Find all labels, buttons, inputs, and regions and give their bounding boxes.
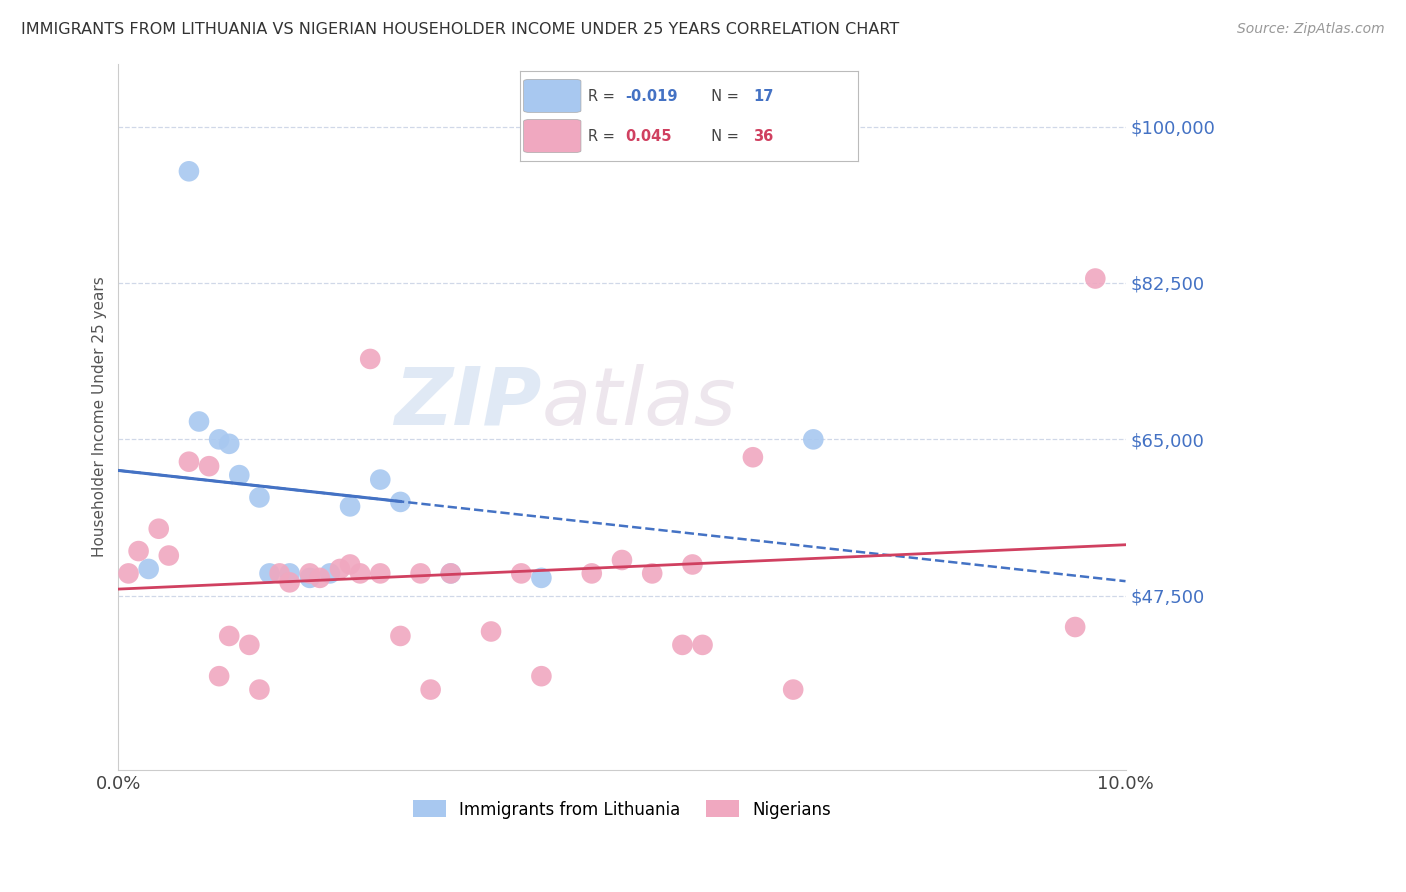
Text: ZIP: ZIP <box>394 364 541 442</box>
Point <box>581 566 603 581</box>
Y-axis label: Householder Income Under 25 years: Householder Income Under 25 years <box>93 277 107 558</box>
Text: 36: 36 <box>754 128 773 144</box>
Point <box>349 566 371 581</box>
Point <box>479 624 502 639</box>
Text: 0.045: 0.045 <box>624 128 671 144</box>
Point <box>409 566 432 581</box>
Point <box>278 575 301 590</box>
Point <box>218 437 240 451</box>
Point <box>148 522 170 536</box>
Point <box>368 473 391 487</box>
Point <box>208 669 231 683</box>
Point <box>671 638 693 652</box>
Point <box>339 500 361 514</box>
Point <box>218 629 240 643</box>
Point <box>208 433 231 447</box>
Text: IMMIGRANTS FROM LITHUANIA VS NIGERIAN HOUSEHOLDER INCOME UNDER 25 YEARS CORRELAT: IMMIGRANTS FROM LITHUANIA VS NIGERIAN HO… <box>21 22 900 37</box>
Point <box>782 682 804 697</box>
Point <box>641 566 664 581</box>
Point <box>177 164 200 178</box>
Point <box>419 682 441 697</box>
Point <box>510 566 533 581</box>
Point <box>329 562 352 576</box>
Text: Source: ZipAtlas.com: Source: ZipAtlas.com <box>1237 22 1385 37</box>
Point <box>1064 620 1087 634</box>
Point <box>389 629 412 643</box>
Point <box>692 638 714 652</box>
Text: N =: N = <box>703 128 744 144</box>
Point <box>610 553 633 567</box>
Point <box>269 566 291 581</box>
Point <box>682 558 704 572</box>
Text: -0.019: -0.019 <box>624 89 678 103</box>
Point <box>389 495 412 509</box>
Point <box>117 566 139 581</box>
Point <box>530 669 553 683</box>
Point <box>138 562 160 576</box>
Point <box>440 566 463 581</box>
Point <box>249 682 271 697</box>
Point <box>298 571 321 585</box>
Point <box>228 468 250 483</box>
FancyBboxPatch shape <box>523 79 581 112</box>
Point <box>259 566 281 581</box>
Point <box>530 571 553 585</box>
Point <box>359 351 381 366</box>
Point <box>177 455 200 469</box>
Point <box>440 566 463 581</box>
Legend: Immigrants from Lithuania, Nigerians: Immigrants from Lithuania, Nigerians <box>406 794 838 825</box>
Point <box>339 558 361 572</box>
FancyBboxPatch shape <box>523 120 581 153</box>
Point <box>198 459 221 474</box>
Point <box>298 566 321 581</box>
Point <box>741 450 763 465</box>
Text: atlas: atlas <box>541 364 737 442</box>
Point <box>319 566 342 581</box>
Point <box>188 415 211 429</box>
Point <box>368 566 391 581</box>
Point <box>128 544 150 558</box>
Point <box>157 549 180 563</box>
Text: N =: N = <box>703 89 744 103</box>
Point <box>238 638 260 652</box>
Point <box>1084 271 1107 285</box>
Point <box>801 433 824 447</box>
Point <box>278 566 301 581</box>
Text: R =: R = <box>588 89 619 103</box>
Point <box>308 571 330 585</box>
Text: R =: R = <box>588 128 619 144</box>
Point <box>249 491 271 505</box>
Text: 17: 17 <box>754 89 773 103</box>
